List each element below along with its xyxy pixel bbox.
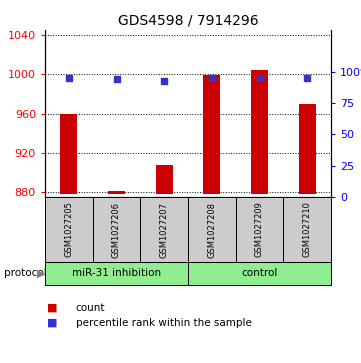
Bar xyxy=(299,104,316,194)
Point xyxy=(66,75,72,81)
Text: ▶: ▶ xyxy=(37,269,46,278)
Title: GDS4598 / 7914296: GDS4598 / 7914296 xyxy=(118,13,258,28)
Bar xyxy=(156,164,173,194)
Text: GSM1027205: GSM1027205 xyxy=(64,201,73,257)
Point xyxy=(209,75,215,81)
Bar xyxy=(108,191,125,194)
Text: GSM1027208: GSM1027208 xyxy=(207,201,216,257)
Bar xyxy=(204,75,220,194)
Point xyxy=(114,76,119,82)
Text: percentile rank within the sample: percentile rank within the sample xyxy=(76,318,252,328)
Point xyxy=(161,78,167,83)
Text: miR-31 inhibition: miR-31 inhibition xyxy=(72,269,161,278)
Text: ■: ■ xyxy=(47,303,57,313)
Text: GSM1027206: GSM1027206 xyxy=(112,201,121,257)
Text: ■: ■ xyxy=(47,318,57,328)
Text: control: control xyxy=(241,269,278,278)
Point xyxy=(257,75,262,81)
Bar xyxy=(61,114,77,194)
Text: protocol: protocol xyxy=(4,269,46,278)
Point xyxy=(304,75,310,81)
Text: GSM1027207: GSM1027207 xyxy=(160,201,169,257)
Bar xyxy=(251,70,268,194)
Text: count: count xyxy=(76,303,105,313)
Text: GSM1027209: GSM1027209 xyxy=(255,201,264,257)
Text: GSM1027210: GSM1027210 xyxy=(303,201,312,257)
